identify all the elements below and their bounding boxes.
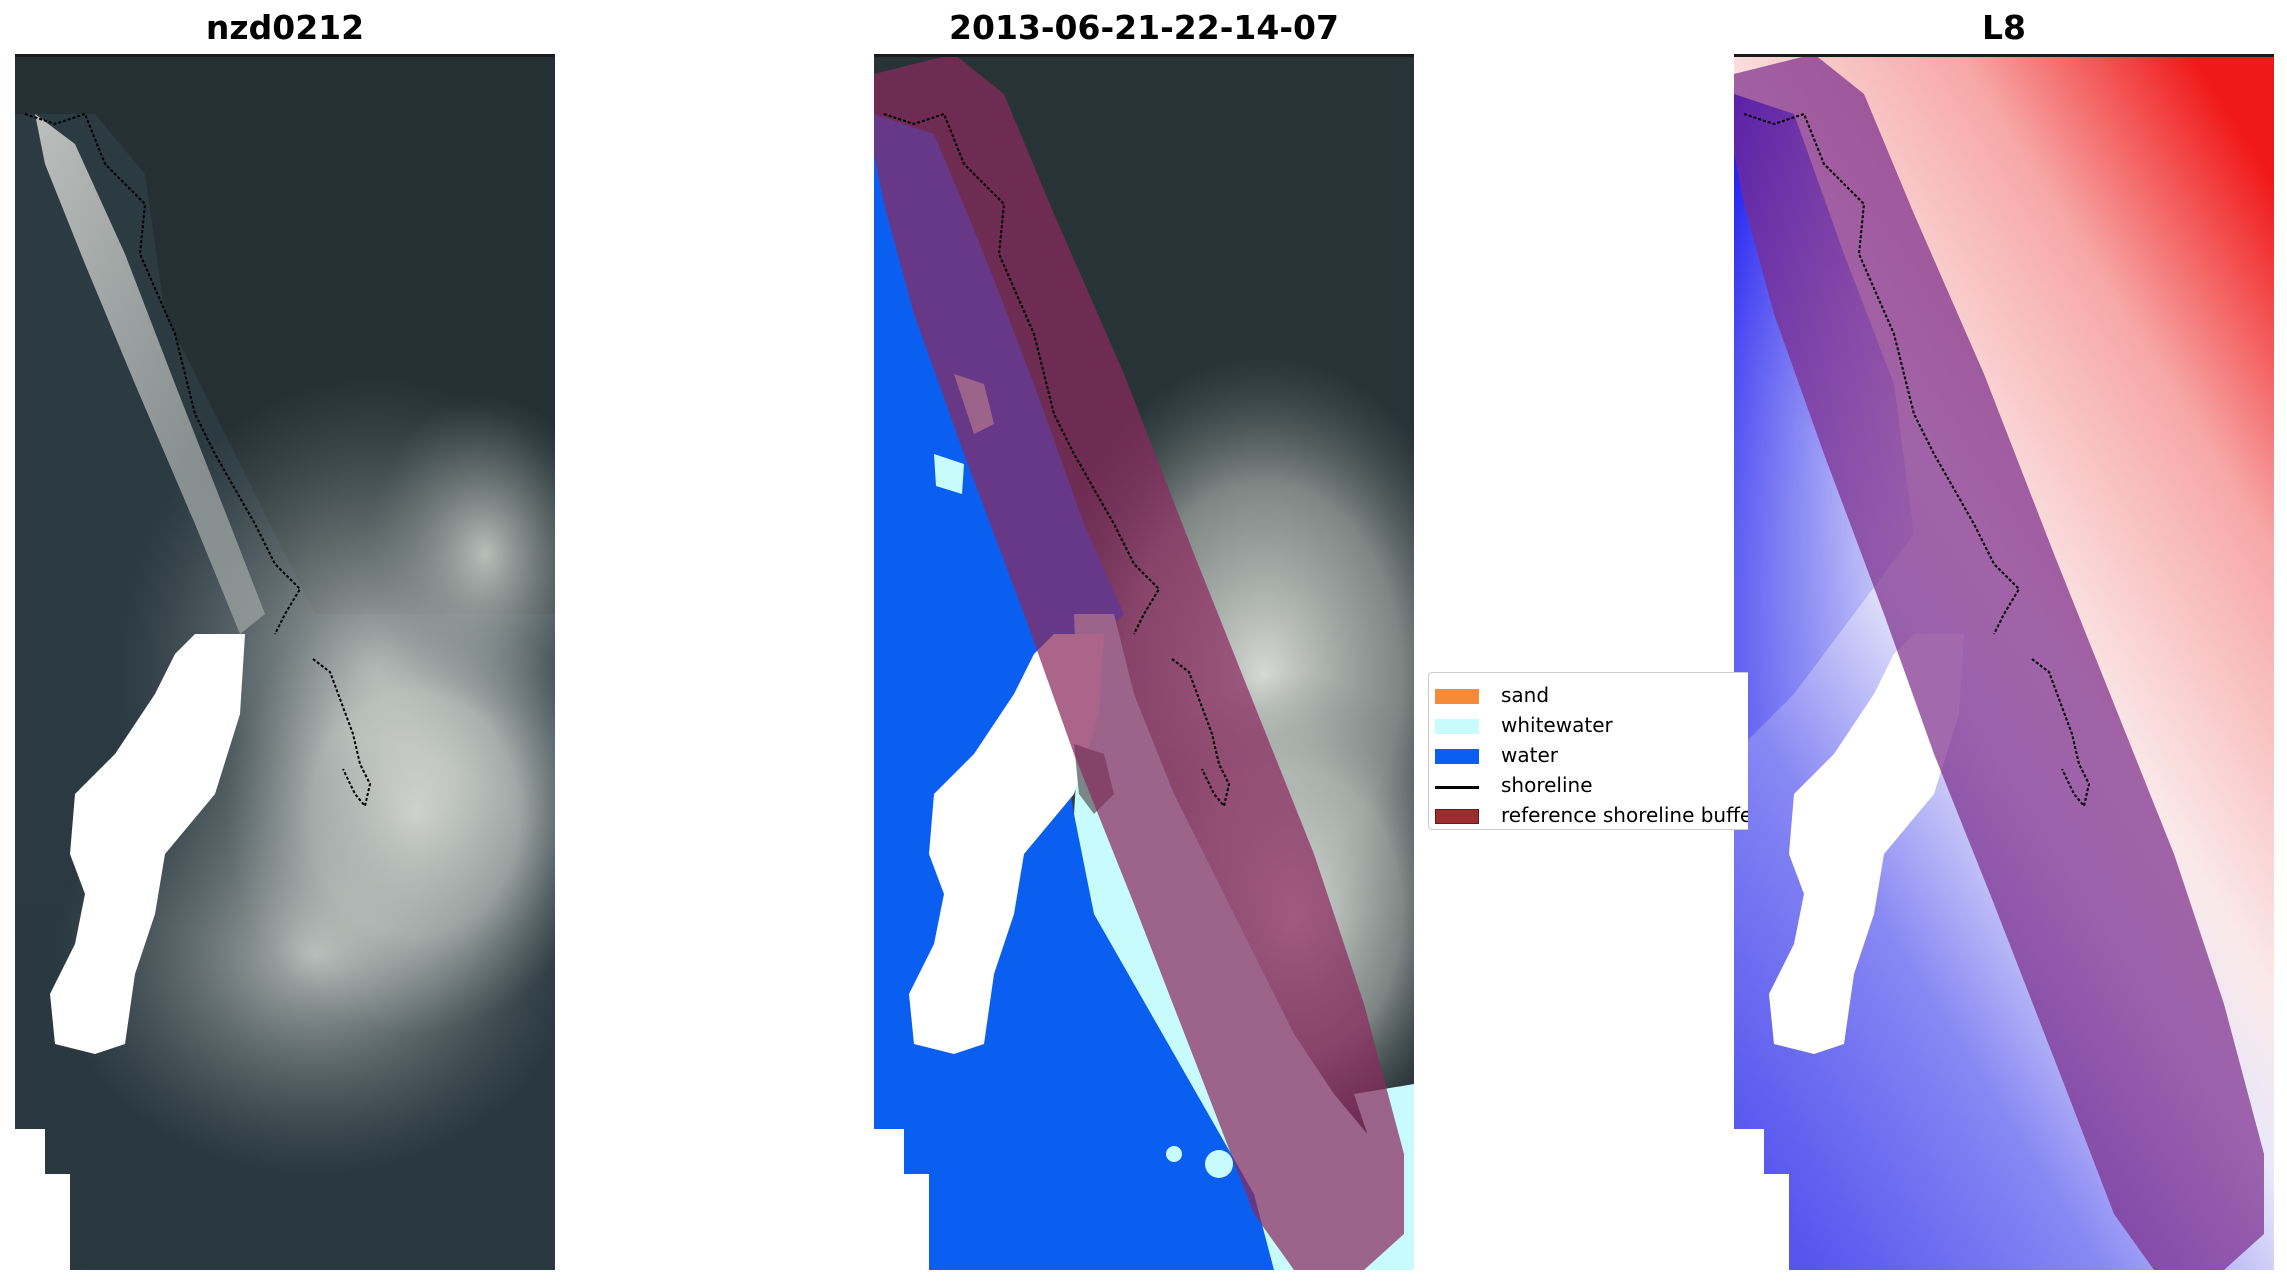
legend-item-shoreline: shoreline [1435, 771, 1748, 801]
rgb-image [15, 54, 555, 1270]
index-image-panel [1734, 54, 2274, 1270]
legend-item-water: water [1435, 741, 1748, 771]
legend-item-reference-buffer: reference shoreline buffer [1435, 801, 1748, 829]
legend: sand whitewater water shoreline referenc… [1428, 672, 1748, 830]
legend-patch-whitewater [1435, 719, 1479, 734]
legend-label-shoreline: shoreline [1501, 773, 1593, 797]
classified-image-panel [874, 54, 1414, 1270]
legend-patch-reference-buffer [1435, 809, 1479, 824]
panel-title-rgb: nzd0212 [205, 8, 365, 47]
panel-title-index: L8 [1982, 8, 2026, 47]
index-image [1734, 54, 2274, 1270]
classified-image [874, 54, 1414, 1270]
legend-patch-water [1435, 749, 1479, 764]
legend-label-water: water [1501, 743, 1558, 767]
legend-patch-sand [1435, 689, 1479, 704]
legend-label-sand: sand [1501, 683, 1550, 707]
rgb-image-panel [15, 54, 555, 1270]
legend-item-sand: sand [1435, 681, 1748, 711]
legend-label-reference-buffer: reference shoreline buffer [1501, 803, 1748, 827]
legend-label-whitewater: whitewater [1501, 713, 1613, 737]
legend-line-shoreline [1435, 786, 1479, 789]
panel-title-classified: 2013-06-21-22-14-07 [949, 8, 1339, 47]
legend-item-whitewater: whitewater [1435, 711, 1748, 741]
